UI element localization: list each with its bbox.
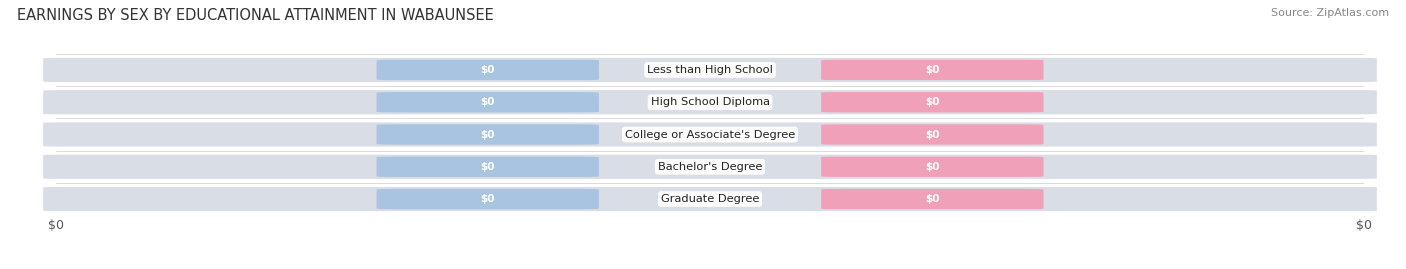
Text: $0: $0 bbox=[925, 97, 939, 107]
Text: Less than High School: Less than High School bbox=[647, 65, 773, 75]
FancyBboxPatch shape bbox=[44, 122, 1376, 147]
FancyBboxPatch shape bbox=[821, 157, 1043, 177]
FancyBboxPatch shape bbox=[821, 92, 1043, 112]
Text: $0: $0 bbox=[481, 194, 495, 204]
FancyBboxPatch shape bbox=[44, 187, 1376, 211]
Text: $0: $0 bbox=[925, 65, 939, 75]
Text: $0: $0 bbox=[925, 194, 939, 204]
FancyBboxPatch shape bbox=[377, 157, 599, 177]
FancyBboxPatch shape bbox=[44, 90, 1376, 114]
Text: High School Diploma: High School Diploma bbox=[651, 97, 769, 107]
Text: $0: $0 bbox=[481, 129, 495, 140]
FancyBboxPatch shape bbox=[44, 58, 1376, 82]
Text: Bachelor's Degree: Bachelor's Degree bbox=[658, 162, 762, 172]
FancyBboxPatch shape bbox=[821, 60, 1043, 80]
FancyBboxPatch shape bbox=[377, 189, 599, 209]
Text: Graduate Degree: Graduate Degree bbox=[661, 194, 759, 204]
Text: College or Associate's Degree: College or Associate's Degree bbox=[624, 129, 796, 140]
FancyBboxPatch shape bbox=[377, 124, 599, 145]
Text: $0: $0 bbox=[481, 162, 495, 172]
Text: EARNINGS BY SEX BY EDUCATIONAL ATTAINMENT IN WABAUNSEE: EARNINGS BY SEX BY EDUCATIONAL ATTAINMEN… bbox=[17, 8, 494, 23]
Text: $0: $0 bbox=[925, 129, 939, 140]
FancyBboxPatch shape bbox=[821, 189, 1043, 209]
Text: $0: $0 bbox=[481, 97, 495, 107]
Text: Source: ZipAtlas.com: Source: ZipAtlas.com bbox=[1271, 8, 1389, 18]
FancyBboxPatch shape bbox=[377, 60, 599, 80]
FancyBboxPatch shape bbox=[821, 124, 1043, 145]
FancyBboxPatch shape bbox=[44, 155, 1376, 179]
Text: $0: $0 bbox=[925, 162, 939, 172]
Text: $0: $0 bbox=[481, 65, 495, 75]
FancyBboxPatch shape bbox=[377, 92, 599, 112]
